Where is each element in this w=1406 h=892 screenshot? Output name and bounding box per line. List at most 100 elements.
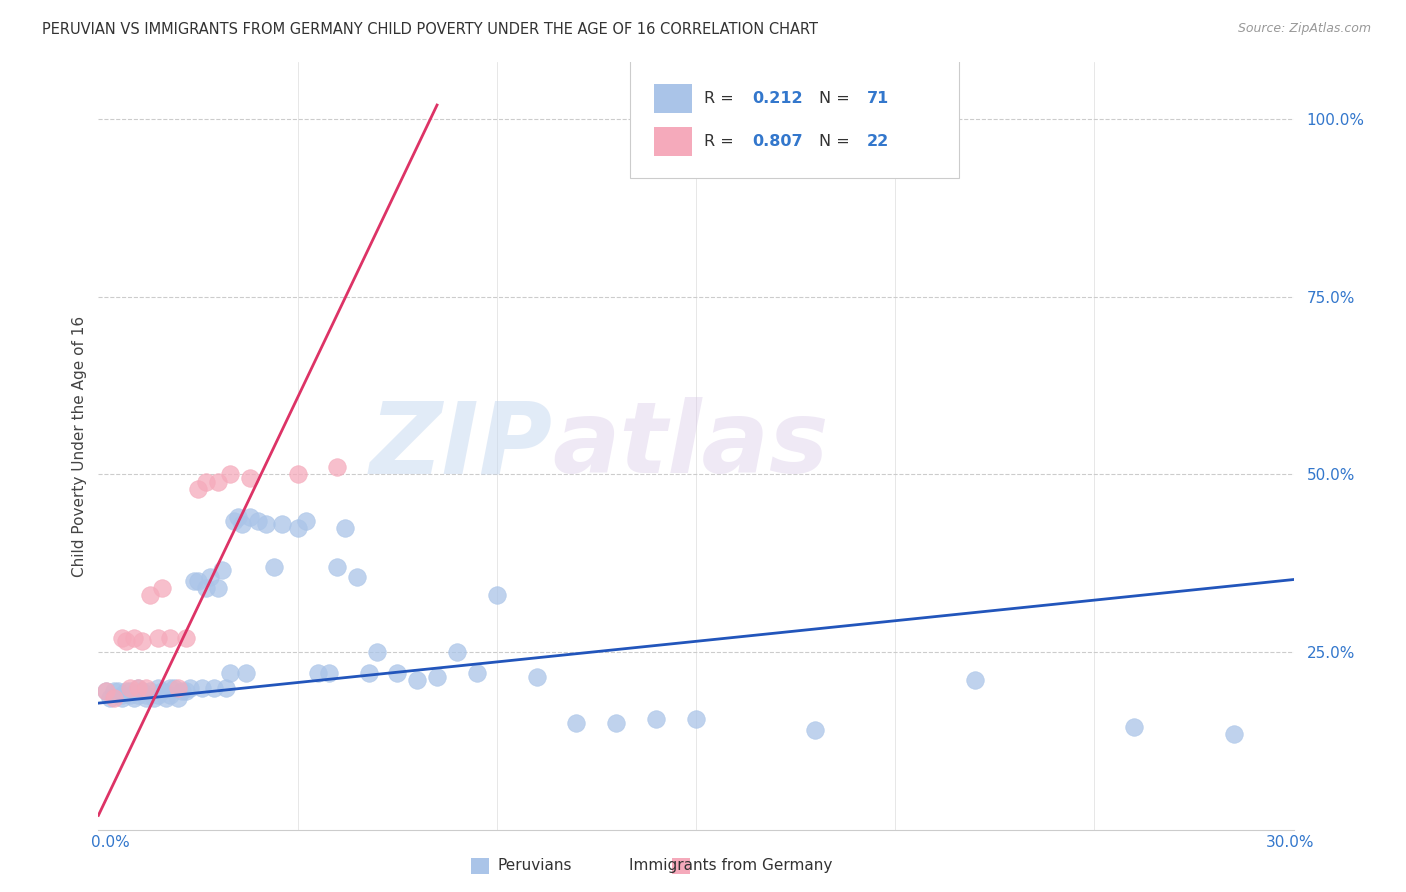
Point (135, 688, 157, 702)
Point (226, 510, 249, 524)
Point (103, 684, 125, 698)
Bar (654, 127, 692, 156)
Point (179, 681, 201, 695)
Point (465, 666, 488, 681)
Point (148, 688, 170, 702)
Point (605, 716, 627, 731)
Point (211, 563, 233, 577)
Point (107, 684, 129, 698)
Text: ZIP: ZIP (370, 398, 553, 494)
Point (124, 631, 146, 645)
Y-axis label: Child Poverty Under the Age of 16: Child Poverty Under the Age of 16 (72, 316, 87, 576)
Text: 0.807: 0.807 (752, 134, 803, 149)
Text: 0.212: 0.212 (752, 91, 803, 106)
Point (307, 666, 329, 681)
Point (172, 684, 194, 698)
Point (163, 681, 186, 695)
Point (135, 681, 157, 695)
Point (139, 588, 162, 602)
Point (804, 723, 827, 738)
Point (346, 570, 368, 584)
Text: atlas: atlas (553, 398, 830, 494)
Point (215, 681, 238, 695)
Point (139, 684, 162, 698)
Point (148, 631, 170, 645)
Point (207, 475, 229, 489)
Point (96, 684, 118, 698)
Point (195, 581, 218, 595)
Text: PERUVIAN VS IMMIGRANTS FROM GERMANY CHILD POVERTY UNDER THE AGE OF 16 CORRELATIO: PERUVIAN VS IMMIGRANTS FROM GERMANY CHIL… (42, 22, 818, 37)
Point (148, 681, 170, 695)
Text: 71: 71 (868, 91, 889, 106)
Point (127, 688, 149, 702)
Point (159, 688, 181, 702)
Point (335, 521, 357, 535)
Point (446, 645, 468, 659)
Text: 30.0%: 30.0% (1267, 836, 1315, 850)
Text: 0.0%: 0.0% (91, 836, 131, 850)
Point (159, 681, 181, 695)
Point (195, 475, 218, 489)
Point (150, 581, 173, 595)
Point (183, 574, 205, 588)
Point (127, 681, 149, 695)
Point (239, 471, 262, 485)
Text: Source: ZipAtlas.com: Source: ZipAtlas.com (1237, 22, 1371, 36)
Point (235, 666, 257, 681)
Point (167, 681, 190, 695)
Point (187, 482, 209, 496)
Point (111, 688, 134, 702)
Point (406, 673, 429, 688)
Point (127, 681, 149, 695)
Point (198, 570, 221, 584)
Point (167, 691, 190, 706)
Point (174, 631, 197, 645)
Bar (654, 84, 692, 113)
Point (207, 581, 229, 595)
Point (98, 691, 122, 706)
Point (326, 460, 349, 475)
Point (155, 691, 177, 706)
Point (111, 691, 134, 706)
Point (1123, 720, 1146, 734)
Point (159, 631, 181, 645)
Text: Peruvians: Peruvians (498, 858, 571, 872)
Text: N =: N = (820, 91, 855, 106)
Point (222, 514, 245, 528)
Point (124, 691, 146, 706)
Point (385, 666, 409, 681)
Point (426, 670, 449, 684)
Point (96, 684, 118, 698)
Point (135, 691, 157, 706)
Point (103, 691, 125, 706)
Point (231, 517, 253, 532)
Point (359, 666, 381, 681)
Point (366, 645, 388, 659)
Point (219, 666, 242, 681)
Point (270, 517, 292, 532)
Point (239, 510, 262, 524)
Point (963, 673, 986, 688)
Point (143, 691, 166, 706)
Point (174, 684, 197, 698)
FancyBboxPatch shape (630, 59, 959, 178)
Point (246, 514, 269, 528)
Point (254, 517, 277, 532)
Point (287, 467, 309, 482)
Text: 22: 22 (868, 134, 889, 149)
Point (294, 514, 316, 528)
Point (120, 684, 142, 698)
Point (120, 681, 142, 695)
Point (115, 634, 138, 648)
Point (287, 521, 309, 535)
Point (131, 684, 153, 698)
Point (263, 559, 285, 574)
Point (685, 713, 707, 727)
Point (318, 666, 340, 681)
Point (120, 688, 142, 702)
Point (191, 681, 214, 695)
Text: N =: N = (820, 134, 855, 149)
Point (645, 713, 668, 727)
Text: R =: R = (704, 134, 740, 149)
Point (187, 574, 209, 588)
